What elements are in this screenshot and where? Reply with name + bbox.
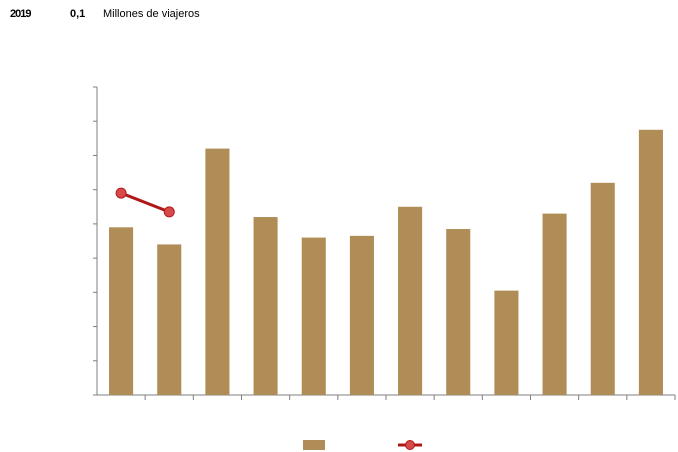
chart-legend <box>303 440 422 450</box>
bar <box>590 182 615 395</box>
bar <box>109 227 134 395</box>
bar <box>349 235 374 395</box>
line-point <box>163 206 175 218</box>
legend-line-marker <box>405 440 415 450</box>
bar <box>253 217 278 395</box>
bar <box>157 244 182 395</box>
line-series <box>115 187 175 218</box>
header-value-fragment: 0,1 <box>70 8 86 20</box>
bar <box>446 229 471 395</box>
bar-series <box>109 129 663 395</box>
bar <box>542 213 567 395</box>
series-line <box>120 191 170 214</box>
chart-axes <box>93 86 676 400</box>
line-point <box>115 187 127 199</box>
legend-bar-swatch <box>303 440 325 450</box>
bar <box>398 206 423 395</box>
header-year-fragment: 2019 <box>10 8 32 20</box>
unit-label: Millones de viajeros <box>103 8 200 20</box>
bar <box>301 237 326 395</box>
bar <box>638 129 663 395</box>
bar <box>205 148 230 395</box>
bar <box>494 290 519 395</box>
